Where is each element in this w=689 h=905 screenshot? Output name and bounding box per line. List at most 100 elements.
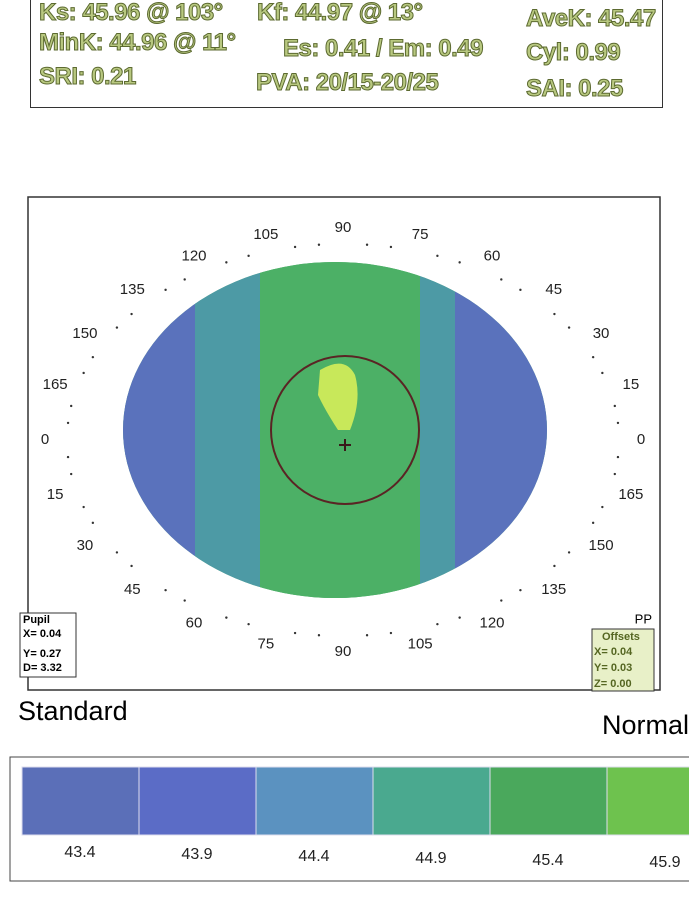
stat: AveK: 45.47 xyxy=(526,5,657,33)
angle-label: 90 xyxy=(335,643,352,660)
angle-label: 105 xyxy=(253,226,278,243)
scale-frame xyxy=(9,756,689,882)
angle-label: 0 xyxy=(637,431,645,448)
pupil-value: Y= 0.27 xyxy=(23,648,61,660)
ring-dot xyxy=(365,243,369,246)
ring-dot xyxy=(225,616,228,619)
angle-label: 60 xyxy=(484,247,501,264)
ring-dot xyxy=(164,288,167,292)
angle-label: 150 xyxy=(72,325,97,342)
ring-dot xyxy=(500,278,503,281)
ring-dot xyxy=(519,588,522,592)
ring-dot xyxy=(613,472,617,476)
offset-value: Z= 0.00 xyxy=(594,678,632,690)
angle-label: 15 xyxy=(623,376,640,393)
ring-dot xyxy=(436,254,439,258)
angle-label: 60 xyxy=(186,615,203,632)
ring-dot xyxy=(247,622,250,626)
ring-dot xyxy=(389,245,393,249)
ring-dot xyxy=(293,631,297,635)
offsets-title: Offsets xyxy=(602,631,640,643)
ring-dot xyxy=(82,371,85,375)
ring-dot xyxy=(601,371,604,375)
ring-dot xyxy=(458,261,461,264)
stat: SRI: 0.21 xyxy=(39,63,137,91)
scale-swatch xyxy=(372,766,491,836)
angle-label: 120 xyxy=(479,615,504,632)
ring-dot xyxy=(183,278,186,281)
angle-label: 120 xyxy=(181,247,206,264)
ring-dot xyxy=(389,631,393,635)
stat: Es: 0.41 / Em: 0.49 xyxy=(283,35,484,63)
angle-label: 165 xyxy=(43,376,68,393)
angle-label: 135 xyxy=(120,281,145,298)
stat: Kf: 44.97 @ 13° xyxy=(257,0,424,27)
ring-dot xyxy=(567,326,571,329)
caption-left: Standard xyxy=(18,696,128,726)
stat: MinK: 44.96 @ 11° xyxy=(39,29,237,57)
angle-label: 105 xyxy=(408,636,433,653)
ring-dot xyxy=(66,421,70,425)
caption-right: Normal xyxy=(602,710,689,740)
ring-dot xyxy=(91,355,95,359)
pupil-circle xyxy=(270,355,420,505)
ring-dot xyxy=(601,505,604,509)
pupil-value: X= 0.04 xyxy=(23,628,62,640)
angle-label: 30 xyxy=(77,537,94,554)
offset-mode: PP xyxy=(635,611,652,626)
angle-label: 150 xyxy=(589,537,614,554)
scale-label: 43.4 xyxy=(64,844,95,861)
stat: Ks: 45.96 @ 103° xyxy=(39,0,224,27)
scale-swatch xyxy=(255,766,374,836)
ring-dot xyxy=(553,312,556,316)
ring-dot xyxy=(616,421,620,425)
ring-dot xyxy=(436,622,439,626)
scale-swatch xyxy=(606,766,689,836)
ring-dot xyxy=(183,599,186,602)
stat: Cyl: 0.99 xyxy=(525,39,621,67)
ring-dot xyxy=(130,564,133,568)
scale-label: 44.9 xyxy=(415,850,446,867)
ring-dot xyxy=(519,288,522,292)
angle-label: 15 xyxy=(47,486,64,503)
ring-dot xyxy=(458,616,461,619)
ring-dot xyxy=(317,243,321,246)
angle-label: 30 xyxy=(593,325,610,342)
center-cross xyxy=(339,439,351,451)
scale-label: 45.4 xyxy=(532,852,563,869)
stat: PVA: 20/15-20/25 xyxy=(255,69,439,97)
angle-label: 75 xyxy=(412,226,429,243)
scale-label: 43.9 xyxy=(181,846,212,863)
offset-value: Y= 0.03 xyxy=(594,662,632,674)
pupil-value: D= 3.32 xyxy=(23,662,62,674)
angle-label: 165 xyxy=(618,486,643,503)
ring-dot xyxy=(69,472,73,476)
angle-label: 90 xyxy=(335,219,352,236)
scale-swatch xyxy=(138,766,257,836)
stat: SAI: 0.25 xyxy=(526,75,624,103)
ring-dot xyxy=(365,634,369,637)
offsets-box xyxy=(591,628,655,692)
ring-dot xyxy=(317,634,321,637)
scale-swatch xyxy=(21,766,140,836)
ring-dot xyxy=(247,254,250,258)
ring-dot xyxy=(553,564,556,568)
ring-dot xyxy=(613,404,617,408)
ring-dot xyxy=(91,521,95,525)
ring-dot xyxy=(115,326,119,329)
ring-dot xyxy=(567,551,571,554)
summary-box: Ks: 45.96 @ 103° Kf: 44.97 @ 13° AveK: 4… xyxy=(30,0,663,108)
ring-dot xyxy=(293,245,297,249)
map-frame xyxy=(27,196,661,691)
ring-dot xyxy=(591,521,595,525)
ring-dot xyxy=(591,355,595,359)
ring-dot xyxy=(616,455,620,459)
pupil-title: Pupil xyxy=(23,614,50,626)
scale-label: 44.4 xyxy=(298,848,329,865)
offset-value: X= 0.04 xyxy=(594,646,633,658)
color-map xyxy=(123,262,547,598)
angle-label: 0 xyxy=(41,431,49,448)
ring-dot xyxy=(500,599,503,602)
